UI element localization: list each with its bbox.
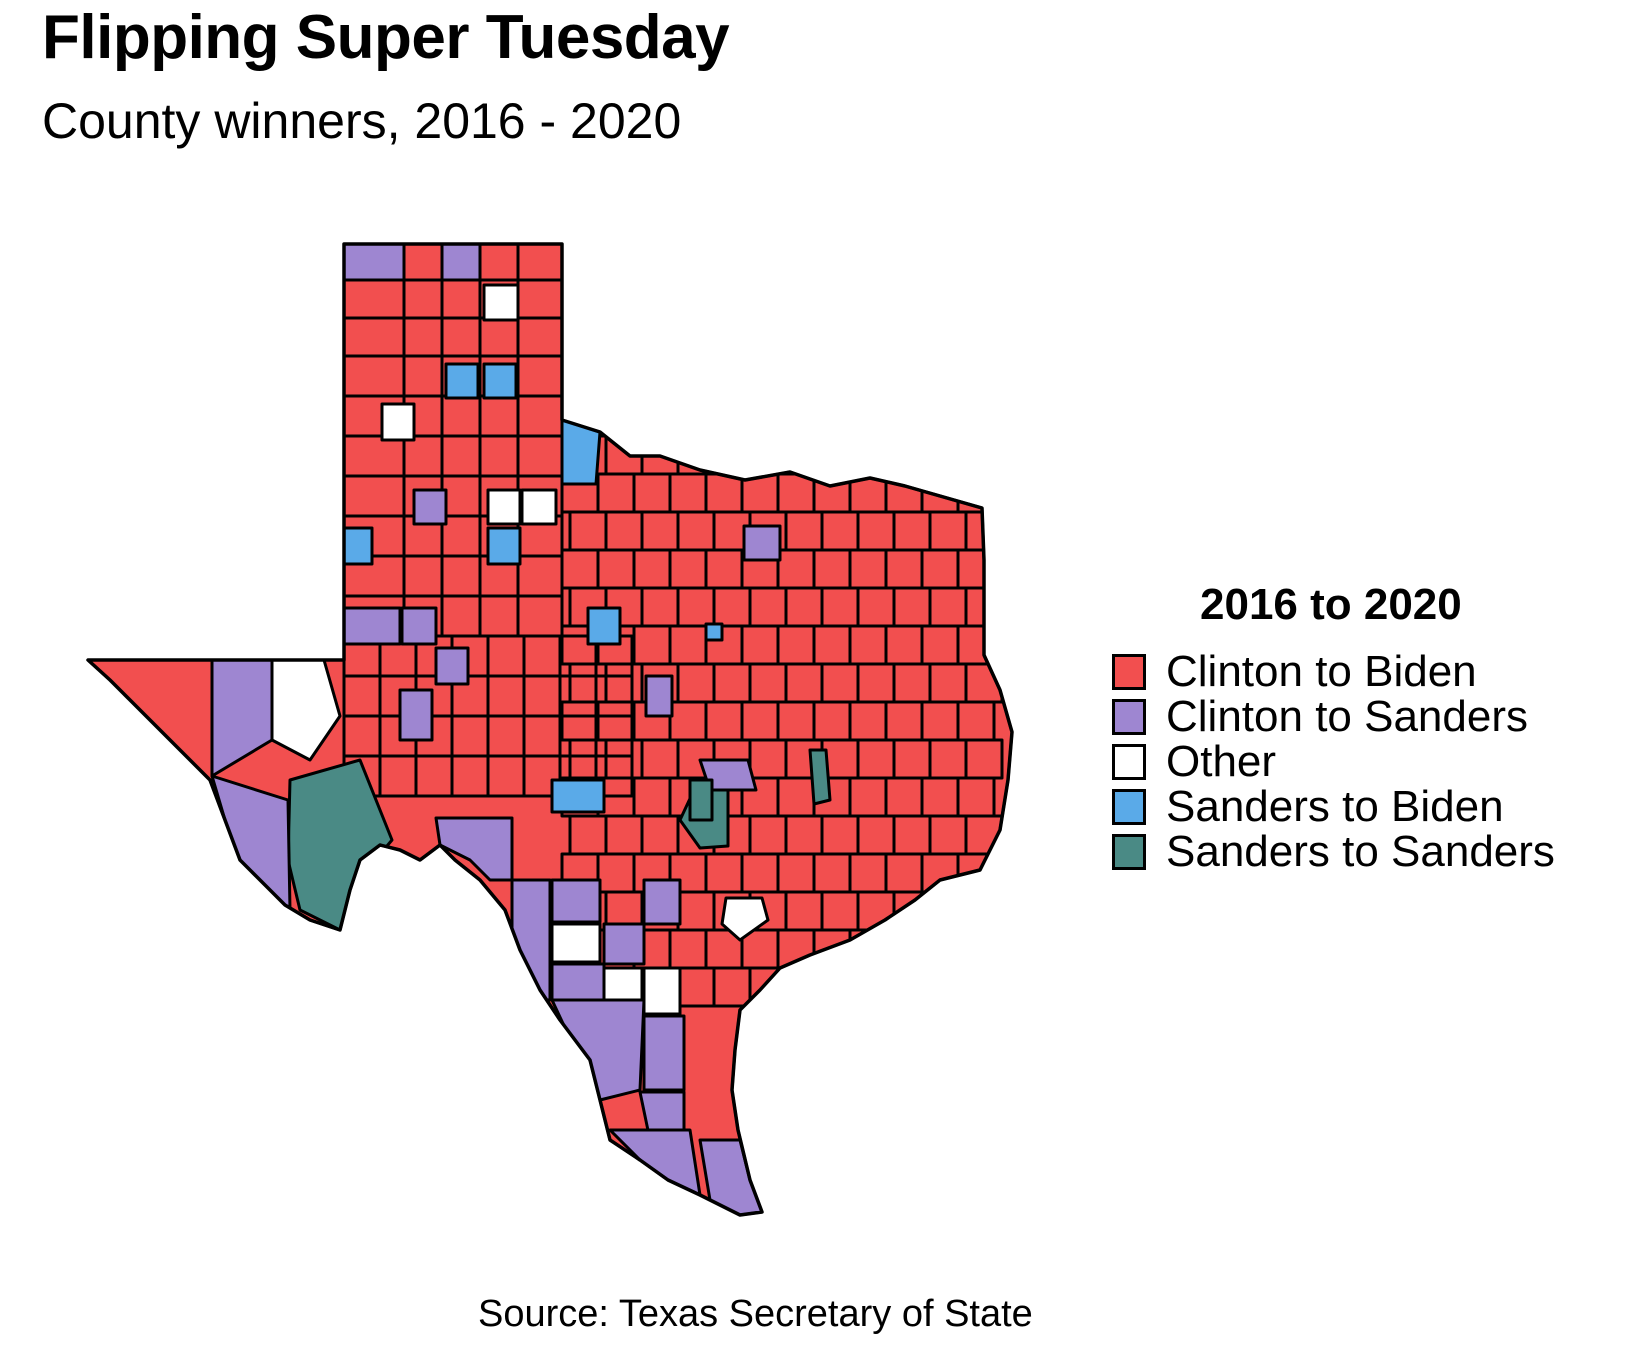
- county-sanders-to-sanders: [810, 750, 830, 804]
- county: [922, 930, 958, 968]
- county: [786, 436, 822, 474]
- county-sanders-to-sanders: [690, 780, 712, 820]
- legend-swatch-other: [1112, 744, 1146, 780]
- county-clinton-to-sanders: [400, 690, 432, 740]
- legend-title: 2016 to 2020: [1200, 580, 1462, 630]
- county: [958, 930, 994, 968]
- legend-label: Clinton to Sanders: [1166, 692, 1528, 742]
- legend-label: Other: [1166, 737, 1276, 787]
- county-clinton-to-sanders: [212, 776, 290, 910]
- legend-item-sanders-to-sanders: Sanders to Sanders: [1112, 830, 1555, 874]
- county: [714, 436, 750, 474]
- county-other: [522, 490, 556, 524]
- county-clinton-to-sanders: [442, 244, 480, 280]
- county-sanders-to-biden: [488, 528, 520, 564]
- county: [930, 892, 966, 930]
- county-clinton-to-sanders: [414, 490, 446, 524]
- county: [822, 436, 858, 474]
- legend-label: Sanders to Biden: [1166, 782, 1504, 832]
- legend-item-other: Other: [1112, 740, 1276, 784]
- legend-item-sanders-to-biden: Sanders to Biden: [1112, 785, 1504, 829]
- county: [858, 968, 894, 1006]
- county-clinton-to-sanders: [646, 676, 672, 716]
- county-clinton-to-sanders: [604, 924, 644, 964]
- county-sanders-to-biden: [344, 528, 372, 564]
- county-clinton-to-sanders: [644, 1016, 684, 1090]
- county: [966, 968, 1002, 1006]
- county-sanders-to-biden: [484, 364, 516, 398]
- county: [894, 968, 930, 1006]
- legend-swatch-clinton-to-biden: [1112, 654, 1146, 690]
- legend-label: Clinton to Biden: [1166, 647, 1477, 697]
- county-sanders-to-biden: [706, 624, 722, 640]
- county-clinton-to-sanders: [744, 526, 780, 560]
- legend-item-clinton-to-sanders: Clinton to Sanders: [1112, 695, 1528, 739]
- legend-item-clinton-to-biden: Clinton to Biden: [1112, 650, 1477, 694]
- county: [966, 892, 1002, 930]
- legend-swatch-sanders-to-biden: [1112, 789, 1146, 825]
- county-sanders-to-biden: [588, 608, 620, 644]
- county-clinton-to-sanders: [436, 648, 468, 684]
- county-other: [644, 968, 680, 1014]
- county-other: [488, 490, 520, 524]
- county-clinton-to-sanders: [610, 1130, 700, 1195]
- county: [930, 436, 966, 474]
- source-note: Source: Texas Secretary of State: [478, 1293, 1033, 1336]
- county-clinton-to-sanders: [644, 880, 680, 924]
- county-sanders-to-biden: [552, 780, 604, 812]
- county-clinton-to-sanders: [552, 964, 604, 1000]
- county-clinton-to-sanders: [552, 880, 600, 922]
- county: [966, 436, 1002, 474]
- county: [822, 968, 858, 1006]
- legend-swatch-sanders-to-sanders: [1112, 834, 1146, 870]
- county: [930, 968, 966, 1006]
- county-sanders-to-biden: [446, 364, 478, 398]
- county: [886, 930, 922, 968]
- legend-label: Sanders to Sanders: [1166, 827, 1555, 877]
- county-clinton-to-sanders: [344, 244, 404, 280]
- county: [750, 436, 786, 474]
- county-polygons: [88, 244, 1012, 1215]
- county-other: [484, 285, 518, 320]
- county-other: [552, 924, 600, 962]
- county: [858, 436, 894, 474]
- county-clinton-to-sanders: [402, 608, 436, 644]
- county-clinton-to-sanders: [344, 608, 400, 644]
- county-clinton-to-sanders: [700, 1140, 762, 1215]
- county-other: [382, 404, 414, 440]
- county: [894, 436, 930, 474]
- legend-swatch-clinton-to-sanders: [1112, 699, 1146, 735]
- county: [786, 968, 822, 1006]
